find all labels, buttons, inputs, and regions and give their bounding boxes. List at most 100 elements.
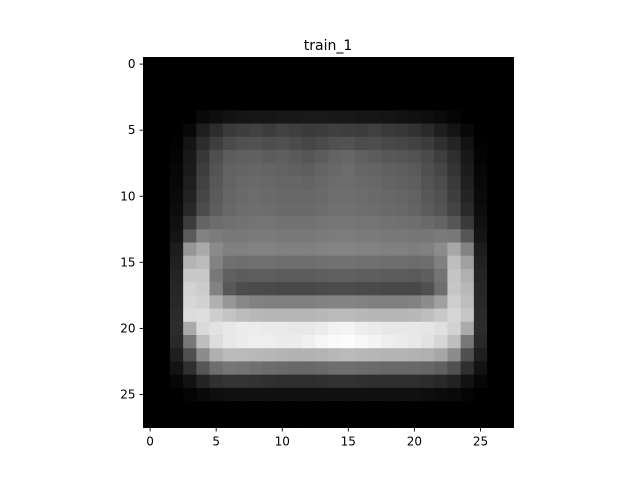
heatmap-cell xyxy=(328,387,343,402)
heatmap-cell xyxy=(341,308,356,323)
heatmap-cell xyxy=(487,348,501,362)
heatmap-cell xyxy=(407,70,422,85)
heatmap-cell xyxy=(275,374,290,389)
heatmap-cell xyxy=(394,361,409,376)
heatmap-cell xyxy=(183,110,197,124)
x-tick-label: 20 xyxy=(407,435,422,449)
heatmap-cell xyxy=(222,242,237,257)
heatmap-cell xyxy=(196,414,210,428)
heatmap-cell xyxy=(381,308,395,323)
heatmap-cell xyxy=(487,97,501,111)
heatmap-cell xyxy=(143,229,158,243)
heatmap-cell xyxy=(421,308,435,323)
heatmap-cell xyxy=(209,202,224,217)
heatmap-cell xyxy=(407,57,422,72)
heatmap-cell xyxy=(302,255,316,270)
heatmap-cell xyxy=(354,268,369,283)
heatmap-cell xyxy=(196,308,210,323)
heatmap-cell xyxy=(249,321,263,336)
heatmap-cell xyxy=(236,282,250,296)
heatmap-cell xyxy=(473,361,488,376)
heatmap-cell xyxy=(302,57,316,72)
x-tick-label: 10 xyxy=(275,435,290,449)
heatmap-cell xyxy=(169,321,184,336)
heatmap-cell xyxy=(209,308,224,323)
heatmap-cell xyxy=(421,387,435,402)
heatmap-cell xyxy=(381,176,395,191)
heatmap-cell xyxy=(500,282,514,296)
heatmap-cell xyxy=(328,163,343,177)
heatmap-cell xyxy=(249,414,263,428)
heatmap-cell xyxy=(222,163,237,177)
heatmap-cell xyxy=(156,229,171,243)
heatmap-cell xyxy=(447,110,462,124)
heatmap-cell xyxy=(394,335,409,349)
heatmap-cell xyxy=(381,70,395,85)
heatmap-cell xyxy=(354,401,369,415)
heatmap-cell xyxy=(381,335,395,349)
heatmap-cell xyxy=(381,97,395,111)
heatmap-cell xyxy=(222,57,237,72)
heatmap-cell xyxy=(209,335,224,349)
heatmap-cell xyxy=(196,229,210,243)
heatmap-cell xyxy=(262,83,277,98)
heatmap-cell xyxy=(421,150,435,164)
heatmap-cell xyxy=(341,70,356,85)
heatmap-cell xyxy=(209,414,224,428)
heatmap-cell xyxy=(156,268,171,283)
heatmap-cell xyxy=(196,387,210,402)
heatmap-cell xyxy=(341,374,356,389)
heatmap-cell xyxy=(394,401,409,415)
heatmap-cell xyxy=(183,70,197,85)
heatmap-cell xyxy=(275,70,290,85)
heatmap-cell xyxy=(275,321,290,336)
heatmap-cell xyxy=(222,414,237,428)
heatmap-cell xyxy=(421,70,435,85)
heatmap-cell xyxy=(262,163,277,177)
heatmap-cell xyxy=(368,414,382,428)
heatmap-cell xyxy=(381,361,395,376)
heatmap-cell xyxy=(434,83,448,98)
heatmap-cell xyxy=(156,83,171,98)
heatmap-cell xyxy=(328,308,343,323)
heatmap-cell xyxy=(169,83,184,98)
heatmap-cell xyxy=(169,242,184,257)
heatmap-cell xyxy=(394,176,409,191)
heatmap-cell xyxy=(236,189,250,204)
heatmap-cell xyxy=(434,321,448,336)
heatmap-cell xyxy=(249,229,263,243)
heatmap-cell xyxy=(500,348,514,362)
heatmap-cell xyxy=(315,163,329,177)
heatmap-cell xyxy=(368,242,382,257)
heatmap-cell xyxy=(275,295,290,309)
heatmap-cell xyxy=(249,295,263,309)
heatmap-cell xyxy=(275,83,290,98)
heatmap-cell xyxy=(500,97,514,111)
heatmap-cell xyxy=(421,374,435,389)
heatmap-cell xyxy=(302,387,316,402)
heatmap-cell xyxy=(249,97,263,111)
heatmap-cell xyxy=(275,255,290,270)
heatmap-cell xyxy=(341,268,356,283)
heatmap-cell xyxy=(421,414,435,428)
heatmap-cell xyxy=(500,110,514,124)
heatmap-cell xyxy=(328,374,343,389)
y-axis: 0 5 10 15 20 25 xyxy=(120,57,144,401)
heatmap-cell xyxy=(328,70,343,85)
heatmap-cell xyxy=(275,414,290,428)
heatmap-cell xyxy=(236,176,250,191)
heatmap-cell xyxy=(196,97,210,111)
heatmap-cell xyxy=(447,242,462,257)
heatmap-cell xyxy=(315,268,329,283)
heatmap-cell xyxy=(434,268,448,283)
heatmap-cell xyxy=(262,57,277,72)
heatmap-cell xyxy=(473,83,488,98)
heatmap-cell xyxy=(368,321,382,336)
heatmap-cell xyxy=(315,361,329,376)
heatmap-cell xyxy=(381,83,395,98)
heatmap-cell xyxy=(487,321,501,336)
heatmap-cell xyxy=(473,202,488,217)
heatmap-cell xyxy=(407,229,422,243)
heatmap-cell xyxy=(249,361,263,376)
heatmap-cell xyxy=(156,348,171,362)
